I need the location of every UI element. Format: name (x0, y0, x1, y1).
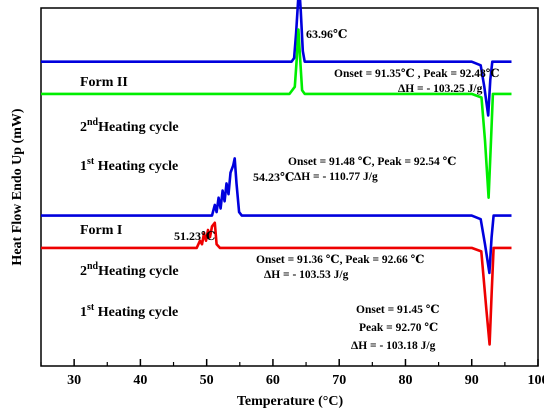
x-axis: 30 40 50 60 70 80 90 100 (40, 359, 544, 388)
form1-heating2-onset-peak: Onset = 91.36 ℃, Peak = 92.66 ℃ (256, 254, 425, 266)
dsc-curve-4 (41, 221, 512, 346)
form2-heating2-onset-peak: Onset = 91.35℃ , Peak = 92.48℃ (334, 68, 500, 80)
x-tick-label: 60 (266, 373, 280, 388)
form2-heating1-enthalpy: ΔH = - 110.77 J/g (294, 171, 378, 183)
form1-label: Form I (80, 223, 122, 238)
x-tick-label: 90 (465, 373, 479, 388)
x-tick-label: 100 (528, 373, 544, 388)
form2-heating1-onset-peak: Onset = 91.48 ℃, Peak = 92.54 ℃ (288, 156, 457, 168)
dsc-curve-1 (41, 0, 512, 117)
x-tick-label: 50 (200, 373, 214, 388)
form1-heating2-enthalpy: ΔH = - 103.53 J/g (264, 269, 349, 281)
dsc-curve-3 (41, 157, 512, 275)
form2-heating2-label: 2ndHeating cycle (80, 117, 179, 135)
x-tick-label: 80 (398, 373, 412, 388)
form1-heating1-onset: Onset = 91.45 ℃ (356, 304, 440, 316)
peak-annotation-form1-top: 54.23℃ (253, 170, 294, 184)
form1-heating1-label: 1st Heating cycle (80, 302, 178, 320)
x-axis-title: Temperature (°C) (237, 394, 344, 409)
peak-annotation-form1-left: 51.23℃ (174, 229, 215, 243)
form2-heating1-label: 1st Heating cycle (80, 156, 178, 174)
x-tick-label: 30 (67, 373, 81, 388)
peak-annotation-form2: 63.96℃ (306, 27, 347, 41)
form1-heating2-label: 2ndHeating cycle (80, 261, 179, 279)
plot-frame (40, 7, 539, 367)
series-layer (41, 0, 512, 346)
dsc-curve-2 (41, 28, 512, 199)
x-tick-label: 70 (332, 373, 346, 388)
form2-label: Form II (80, 75, 128, 90)
form1-heating1-peak: Peak = 92.70 ℃ (359, 322, 438, 334)
form2-heating2-enthalpy: ΔH = - 103.25 J/g (398, 83, 483, 95)
x-tick-label: 40 (133, 373, 147, 388)
form1-heating1-enthalpy: ΔH = - 103.18 J/g (351, 340, 436, 352)
y-axis-title: Heat Flow Endo Up (mW) (10, 108, 25, 265)
